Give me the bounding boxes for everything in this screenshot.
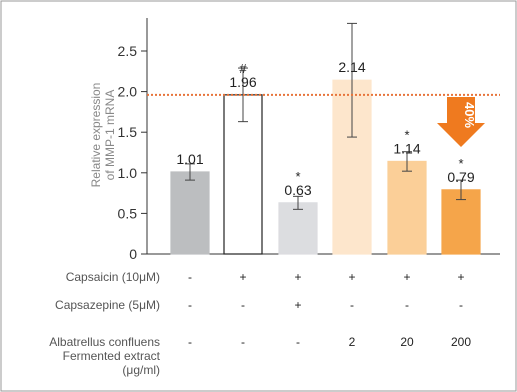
data-label: 2.14	[338, 59, 365, 75]
significance-mark: *	[404, 127, 409, 142]
condition-label-line: Fermented extract	[62, 349, 160, 363]
condition-value: -	[188, 270, 192, 284]
y-tick-label: 0.5	[118, 205, 138, 221]
y-axis-label: Relative expression of MMP-1 mRNA	[89, 83, 117, 188]
condition-value: -	[188, 298, 192, 312]
y-tick-label: 2.0	[118, 84, 138, 100]
y-tick-label: 2.5	[118, 43, 138, 59]
reduction-label: 40%	[462, 102, 477, 128]
y-tick-label: 0	[129, 246, 137, 262]
condition-value: +	[403, 270, 411, 284]
y-axis-label-line: of MMP-1 mRNA	[103, 90, 117, 181]
condition-value: +	[294, 298, 302, 312]
condition-label-line: Capsaicin (10μM)	[65, 270, 160, 284]
y-tick-label: 1.0	[118, 165, 138, 181]
condition-value: -	[459, 298, 463, 312]
condition-label-line: Capsazepine (5μM)	[55, 298, 160, 312]
bar	[387, 160, 427, 255]
condition-value: -	[188, 335, 192, 349]
data-label: 0.79	[447, 169, 474, 185]
condition-value: +	[239, 270, 247, 284]
condition-value: -	[405, 298, 409, 312]
y-tick-label: 1.5	[118, 124, 138, 140]
condition-value: +	[294, 270, 302, 284]
data-label: 0.63	[284, 182, 311, 198]
condition-label: Capsaicin (10μM)	[10, 270, 160, 284]
condition-label-line: Albatrellus confluens	[49, 335, 160, 349]
data-label: 1.01	[176, 151, 203, 167]
condition-value: -	[296, 335, 300, 349]
significance-mark: *	[458, 156, 463, 171]
condition-value: +	[457, 270, 465, 284]
condition-label-line: (μg/ml)	[122, 363, 160, 377]
condition-value: -	[241, 335, 245, 349]
bar	[278, 202, 318, 255]
bar	[441, 189, 481, 255]
y-axis-label-line: Relative expression	[89, 83, 103, 188]
data-label: 1.14	[393, 140, 420, 156]
significance-mark: #	[239, 61, 247, 76]
condition-value: 2	[348, 335, 356, 349]
significance-mark: *	[295, 169, 300, 184]
condition-label: Capsazepine (5μM)	[10, 298, 160, 312]
bar	[170, 171, 210, 255]
data-label: 1.96	[229, 74, 256, 90]
condition-value: +	[348, 270, 356, 284]
condition-value: -	[241, 298, 245, 312]
condition-value: 200	[450, 335, 472, 349]
condition-label: Albatrellus confluens Fermented extract (μ…	[10, 335, 160, 377]
condition-value: 20	[400, 335, 414, 349]
condition-value: -	[350, 298, 354, 312]
reduction-arrow	[437, 97, 485, 147]
